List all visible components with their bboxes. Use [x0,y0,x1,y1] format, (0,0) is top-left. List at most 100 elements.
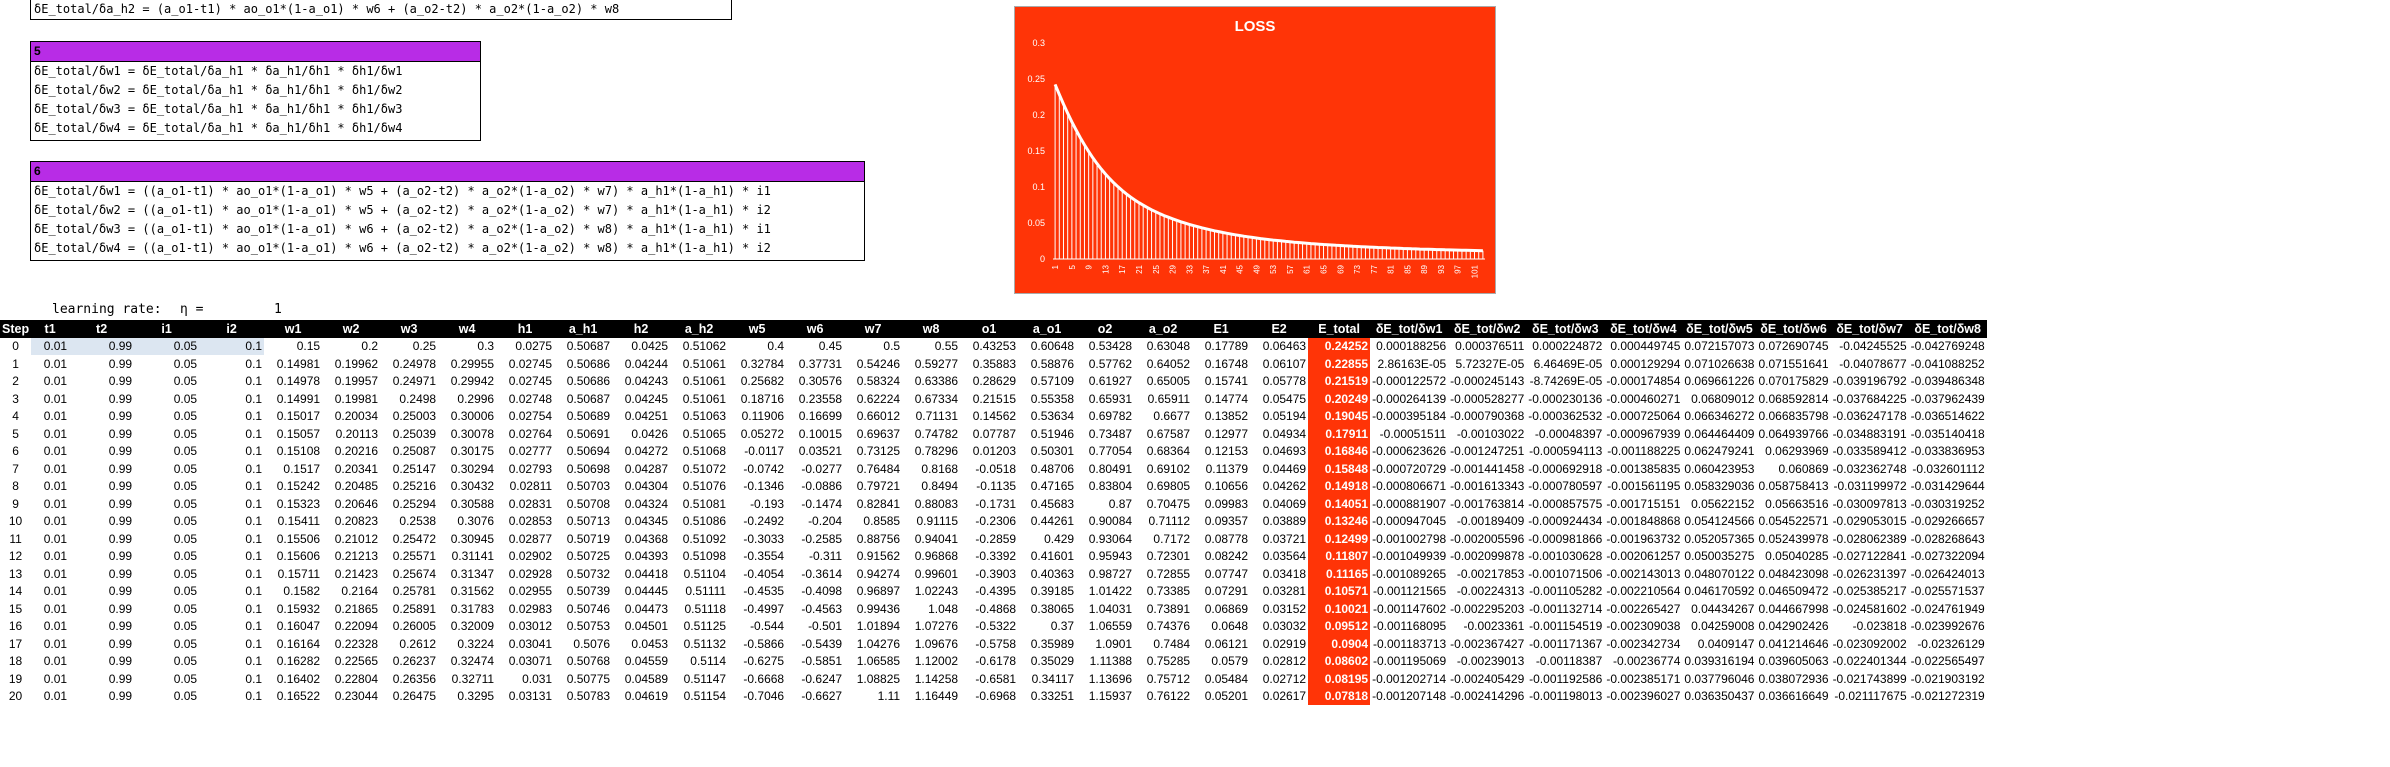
table-cell[interactable]: 0.1582 [283,584,321,599]
table-cell[interactable]: 0.01 [43,461,68,476]
column-header[interactable]: w8 [902,320,961,338]
column-header[interactable]: δE_tot/δw8 [1908,320,1987,338]
table-cell[interactable]: 0.2 [361,339,379,354]
table-cell[interactable]: 0.01 [43,549,68,564]
table-cell[interactable]: 0.30945 [450,531,495,546]
table-cell[interactable]: 0.1 [245,584,263,599]
e-total-cell[interactable]: 0.16846 [1308,442,1371,460]
table-cell[interactable]: -0.032362748 [1832,461,1907,476]
table-cell[interactable]: -0.04245525 [1839,339,1907,354]
table-cell[interactable]: 0.50768 [566,654,611,669]
table-cell[interactable]: 0.03012 [508,619,553,634]
table-cell[interactable]: 0.99 [108,671,133,686]
table-cell[interactable]: 0.63048 [1146,339,1191,354]
table-cell[interactable]: 0.25571 [392,549,437,564]
table-cell[interactable]: 0.072157073 [1684,339,1755,354]
table-cell[interactable]: -0.001198013 [1529,689,1603,704]
table-cell[interactable]: 0.09983 [1204,496,1249,511]
table-cell[interactable]: 0.15 [296,339,321,354]
table-cell[interactable]: 0.04287 [624,461,669,476]
table-cell[interactable]: 0.05 [173,356,198,371]
table-cell[interactable]: 0.10656 [1204,479,1249,494]
column-header[interactable]: δE_tot/δw5 [1682,320,1757,338]
table-cell[interactable]: 0.69102 [1146,461,1191,476]
table-cell[interactable]: 0.04934 [1262,426,1307,441]
table-cell[interactable]: 0.79721 [856,479,901,494]
table-cell[interactable]: 0.99601 [914,566,959,581]
table-cell[interactable]: 0.50691 [566,426,611,441]
table-cell[interactable]: -0.033589412 [1832,444,1907,459]
table-cell[interactable]: 0.70475 [1146,496,1191,511]
column-header[interactable]: a_o2 [1134,320,1193,338]
column-header[interactable]: E_total [1308,320,1371,338]
e-total-cell[interactable]: 0.19045 [1308,407,1371,425]
table-cell[interactable]: 0.20646 [334,496,379,511]
table-cell[interactable]: 0.99 [108,531,133,546]
table-cell[interactable]: 0.1 [245,531,263,546]
table-cell[interactable]: 0.50708 [566,496,611,511]
table-cell[interactable]: 0.15057 [276,426,321,441]
table-cell[interactable]: -0.001049939 [1372,549,1447,564]
table-cell[interactable]: -0.000790368 [1450,409,1525,424]
table-cell[interactable]: 0.30432 [450,479,495,494]
table-cell[interactable]: 0.02983 [508,601,553,616]
table-cell[interactable]: 0.060423953 [1684,461,1755,476]
table-cell[interactable]: -0.6668 [743,671,785,686]
table-cell[interactable]: 0.40363 [1030,566,1075,581]
table-cell[interactable]: 0.19962 [334,356,379,371]
table-cell[interactable]: 0.048070122 [1684,566,1755,581]
table-cell[interactable]: -0.000857575 [1528,496,1603,511]
table-cell[interactable]: 0.15242 [276,479,321,494]
step-cell[interactable]: 10 [8,514,23,529]
table-cell[interactable]: 1.13696 [1088,671,1133,686]
table-cell[interactable]: 0.01 [43,374,68,389]
table-cell[interactable]: 1.04276 [856,636,901,651]
column-header[interactable]: E2 [1250,320,1309,338]
table-cell[interactable]: 0.041214646 [1758,636,1829,651]
table-cell[interactable]: 0.99 [108,636,133,651]
table-cell[interactable]: 0.29955 [450,356,495,371]
column-header[interactable]: a_h1 [554,320,613,338]
table-cell[interactable]: 0.03131 [508,689,553,704]
table-cell[interactable]: -0.1474 [801,496,843,511]
table-cell[interactable]: 0.43253 [972,339,1017,354]
table-cell[interactable]: 0.039605063 [1758,654,1829,669]
table-cell[interactable]: -0.000395184 [1372,409,1447,424]
column-header[interactable]: δE_tot/δw2 [1448,320,1527,338]
table-cell[interactable]: 0.51125 [683,619,727,634]
column-header[interactable]: δE_tot/δw7 [1830,320,1909,338]
table-cell[interactable]: 0.0425 [631,339,669,354]
table-cell[interactable]: -0.000924434 [1528,514,1603,529]
table-cell[interactable]: -0.001002798 [1372,531,1447,546]
table-cell[interactable]: 0.51132 [683,636,727,651]
table-cell[interactable]: 0.070175829 [1758,374,1829,389]
table-cell[interactable]: 0.21012 [334,531,379,546]
table-cell[interactable]: 0.05 [173,601,198,616]
table-cell[interactable]: 0.51154 [683,689,727,704]
table-cell[interactable]: 0.61927 [1088,374,1133,389]
table-cell[interactable]: -0.000528277 [1450,391,1525,406]
table-cell[interactable]: 0.16699 [798,409,843,424]
table-cell[interactable]: -0.028268643 [1910,531,1985,546]
table-cell[interactable]: 0.02902 [508,549,553,564]
table-cell[interactable]: 0.23044 [334,689,379,704]
table-cell[interactable]: 0.39185 [1030,584,1075,599]
table-cell[interactable]: 0.03889 [1262,514,1307,529]
table-cell[interactable]: 0.02745 [508,374,553,389]
table-cell[interactable]: 0.050035275 [1684,549,1755,564]
table-cell[interactable]: 0.04469 [1262,461,1307,476]
table-cell[interactable]: 0.1 [199,337,265,355]
table-cell[interactable]: 0.30576 [798,374,843,389]
table-cell[interactable]: 0.066835798 [1758,409,1829,424]
table-cell[interactable]: 0.036616649 [1758,689,1829,704]
table-cell[interactable]: -0.001561195 [1607,479,1681,494]
table-cell[interactable]: -0.2306 [975,514,1017,529]
table-cell[interactable]: 0.53634 [1030,409,1075,424]
table-cell[interactable]: -0.001089265 [1372,566,1447,581]
table-cell[interactable]: 0.7484 [1153,636,1191,651]
table-cell[interactable]: 0.05 [173,409,198,424]
step-cell[interactable]: 11 [9,531,22,546]
table-cell[interactable]: -0.000174854 [1606,374,1681,389]
table-cell[interactable]: -0.4997 [743,601,785,616]
table-cell[interactable]: -0.000594113 [1529,444,1603,459]
